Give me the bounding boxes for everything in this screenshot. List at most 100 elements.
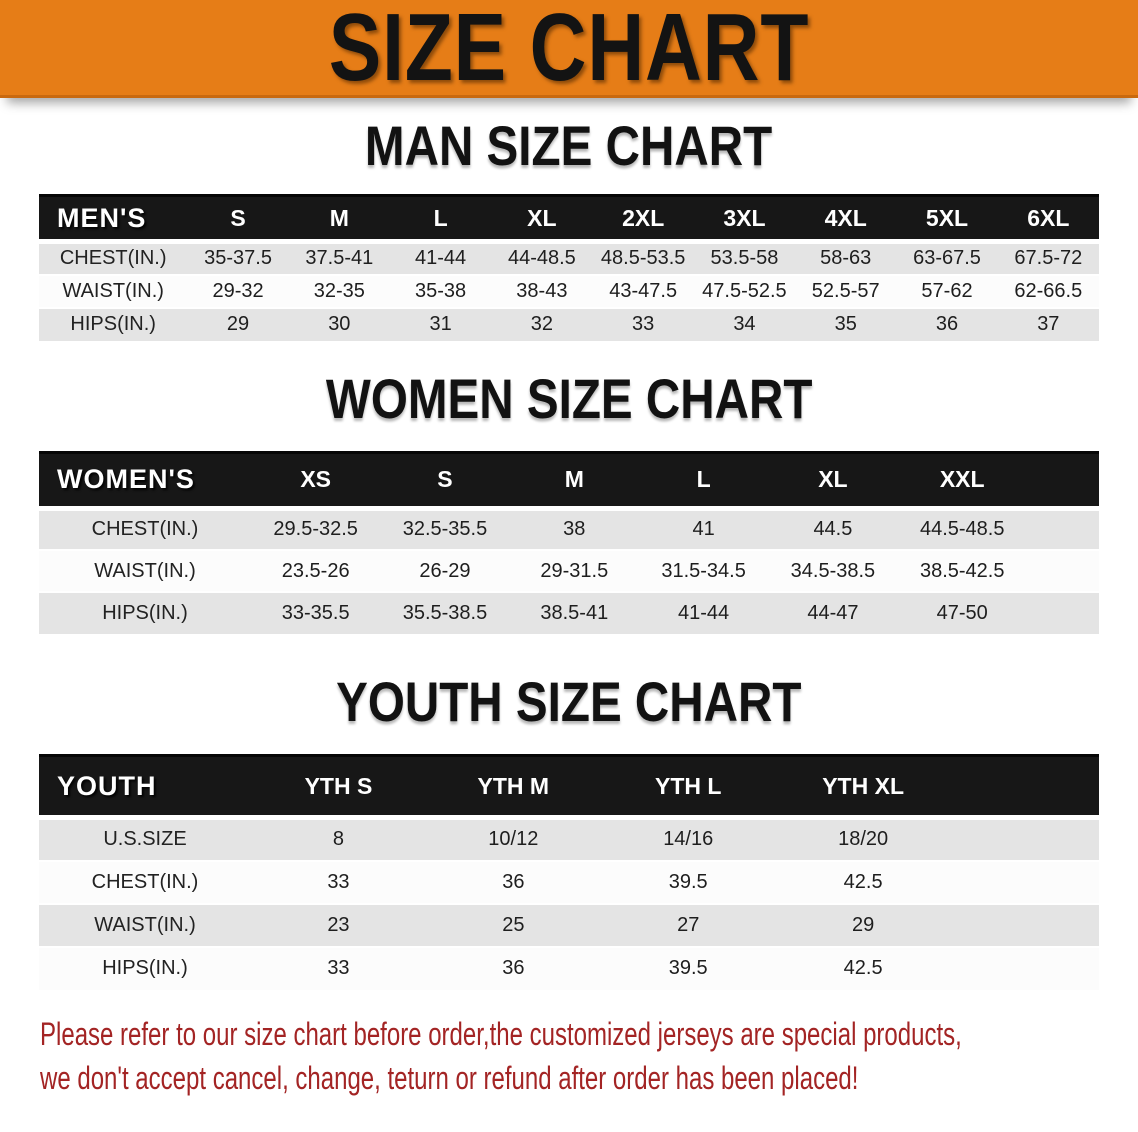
measurement-row: WAIST(IN.) 29-32 32-35 35-38 38-43 43-47.5 47.… bbox=[39, 273, 1099, 308]
size-column-header: XL bbox=[768, 450, 898, 511]
measurement-value: 33 bbox=[592, 306, 694, 341]
measurement-value: 63-67.5 bbox=[896, 240, 998, 275]
size-column-header: YTH S bbox=[251, 754, 426, 820]
filler-cell bbox=[1026, 507, 1099, 550]
measurement-value: 36 bbox=[896, 306, 998, 341]
measurement-value: 47-50 bbox=[897, 591, 1027, 634]
size-column-header: YTH M bbox=[425, 754, 601, 820]
size-column-header: S bbox=[187, 194, 289, 244]
measurement-label: WAIST(IN.) bbox=[39, 273, 188, 308]
measurement-value: 27 bbox=[600, 902, 776, 947]
measurement-row: HIPS(IN.) 33-35.5 35.5-38.5 38.5-41 41-44 44-… bbox=[39, 591, 1099, 634]
measurement-label: CHEST(IN.) bbox=[39, 859, 251, 904]
table-corner-label: WOMEN'S bbox=[39, 450, 251, 511]
measurement-row: HIPS(IN.) 29 30 31 32 33 34 35 36 37 bbox=[39, 306, 1099, 341]
man-size-chart-section: MAN SIZE CHART MEN'S S M L XL 2XL 3XL 4XL 5XL 6XL… bbox=[0, 118, 1138, 341]
measurement-label: U.S.SIZE bbox=[39, 816, 251, 861]
youth-size-chart-title: YOUTH SIZE CHART bbox=[0, 674, 1138, 730]
measurement-value: 44.5 bbox=[768, 507, 898, 550]
disclaimer-line-2: we don't accept cancel, change, teturn o… bbox=[40, 1059, 859, 1096]
size-column-header: XL bbox=[491, 194, 593, 244]
measurement-value: 23.5-26 bbox=[251, 549, 381, 592]
measurement-value: 52.5-57 bbox=[795, 273, 897, 308]
size-column-header: 6XL bbox=[997, 194, 1099, 244]
measurement-value: 38.5-41 bbox=[509, 591, 639, 634]
measurement-value: 53.5-58 bbox=[693, 240, 796, 275]
size-column-header: YTH XL bbox=[775, 754, 951, 820]
size-table-header-row: MEN'S S M L XL 2XL 3XL 4XL 5XL 6XL bbox=[39, 194, 1099, 244]
measurement-value: 38-43 bbox=[491, 273, 593, 308]
measurement-value: 8 bbox=[251, 816, 426, 861]
banner: SIZE CHART bbox=[0, 0, 1138, 98]
size-table-header-row: YOUTH YTH S YTH M YTH L YTH XL bbox=[39, 754, 1099, 820]
size-column-header: L bbox=[389, 194, 492, 244]
banner-title: SIZE CHART bbox=[328, 0, 810, 101]
measurement-value: 35-38 bbox=[389, 273, 492, 308]
youth-size-chart-section: YOUTH SIZE CHART YOUTH YTH S YTH M YTH L YTH… bbox=[0, 674, 1138, 990]
size-column-header: M bbox=[509, 450, 639, 511]
filler-cell bbox=[950, 754, 1099, 820]
measurement-row: WAIST(IN.) 23 25 27 29 bbox=[39, 902, 1099, 947]
measurement-label: HIPS(IN.) bbox=[39, 306, 188, 341]
women-size-table: WOMEN'S XS S M L XL XXL CHEST(IN.) 29.5-32.5 32.5… bbox=[39, 450, 1099, 634]
table-corner-label: YOUTH bbox=[39, 754, 251, 820]
measurement-value: 41-44 bbox=[389, 240, 492, 275]
women-size-chart-title-text: WOMEN SIZE CHART bbox=[325, 366, 813, 430]
measurement-value: 41 bbox=[638, 507, 769, 550]
measurement-value: 43-47.5 bbox=[592, 273, 694, 308]
size-column-header: S bbox=[380, 450, 510, 511]
measurement-value: 32 bbox=[491, 306, 593, 341]
measurement-value: 44-48.5 bbox=[491, 240, 593, 275]
measurement-row: CHEST(IN.) 35-37.5 37.5-41 41-44 44-48.5 48.5… bbox=[39, 240, 1099, 275]
measurement-value: 37.5-41 bbox=[288, 240, 390, 275]
disclaimer-line-1: Please refer to our size chart before or… bbox=[40, 1015, 962, 1052]
measurement-value: 36 bbox=[425, 859, 601, 904]
footer-disclaimer: Please refer to our size chart before or… bbox=[40, 1012, 1138, 1100]
measurement-label: HIPS(IN.) bbox=[39, 591, 251, 634]
size-table-header-row: WOMEN'S XS S M L XL XXL bbox=[39, 450, 1099, 511]
measurement-value: 38 bbox=[509, 507, 639, 550]
youth-size-chart-title-text: YOUTH SIZE CHART bbox=[336, 670, 802, 733]
size-column-header: 2XL bbox=[592, 194, 694, 244]
measurement-label: CHEST(IN.) bbox=[39, 240, 188, 275]
man-size-chart-title-text: MAN SIZE CHART bbox=[365, 114, 773, 177]
measurement-value: 33-35.5 bbox=[251, 591, 381, 634]
measurement-label: WAIST(IN.) bbox=[39, 549, 251, 592]
filler-cell bbox=[950, 816, 1099, 861]
man-size-table: MEN'S S M L XL 2XL 3XL 4XL 5XL 6XL CHEST(IN.) 35-37… bbox=[39, 194, 1099, 341]
measurement-value: 29-32 bbox=[187, 273, 289, 308]
measurement-value: 34 bbox=[693, 306, 796, 341]
measurement-value: 32.5-35.5 bbox=[380, 507, 510, 550]
measurement-value: 35-37.5 bbox=[187, 240, 289, 275]
measurement-value: 32-35 bbox=[288, 273, 390, 308]
size-column-header: YTH L bbox=[600, 754, 776, 820]
filler-cell bbox=[1026, 591, 1099, 634]
size-column-header: M bbox=[288, 194, 390, 244]
size-column-header: 4XL bbox=[795, 194, 897, 244]
measurement-value: 58-63 bbox=[795, 240, 897, 275]
measurement-value: 33 bbox=[251, 945, 426, 990]
man-size-chart-title: MAN SIZE CHART bbox=[0, 118, 1138, 174]
measurement-label: WAIST(IN.) bbox=[39, 902, 251, 947]
measurement-value: 37 bbox=[997, 306, 1099, 341]
measurement-row: U.S.SIZE 8 10/12 14/16 18/20 bbox=[39, 816, 1099, 861]
measurement-value: 29 bbox=[775, 902, 951, 947]
measurement-value: 38.5-42.5 bbox=[897, 549, 1027, 592]
measurement-value: 31 bbox=[389, 306, 492, 341]
measurement-value: 57-62 bbox=[896, 273, 998, 308]
size-column-header: L bbox=[638, 450, 769, 511]
filler-cell bbox=[950, 902, 1099, 947]
filler-cell bbox=[1026, 549, 1099, 592]
measurement-value: 29 bbox=[187, 306, 289, 341]
measurement-value: 42.5 bbox=[775, 945, 951, 990]
women-size-chart-section: WOMEN SIZE CHART WOMEN'S XS S M L XL XXL CHEST(… bbox=[0, 366, 1138, 634]
measurement-value: 42.5 bbox=[775, 859, 951, 904]
measurement-value: 30 bbox=[288, 306, 390, 341]
measurement-value: 25 bbox=[425, 902, 601, 947]
size-column-header: XXL bbox=[897, 450, 1027, 511]
table-corner-label: MEN'S bbox=[39, 194, 188, 244]
measurement-value: 35.5-38.5 bbox=[380, 591, 510, 634]
measurement-value: 36 bbox=[425, 945, 601, 990]
filler-cell bbox=[1026, 450, 1099, 511]
